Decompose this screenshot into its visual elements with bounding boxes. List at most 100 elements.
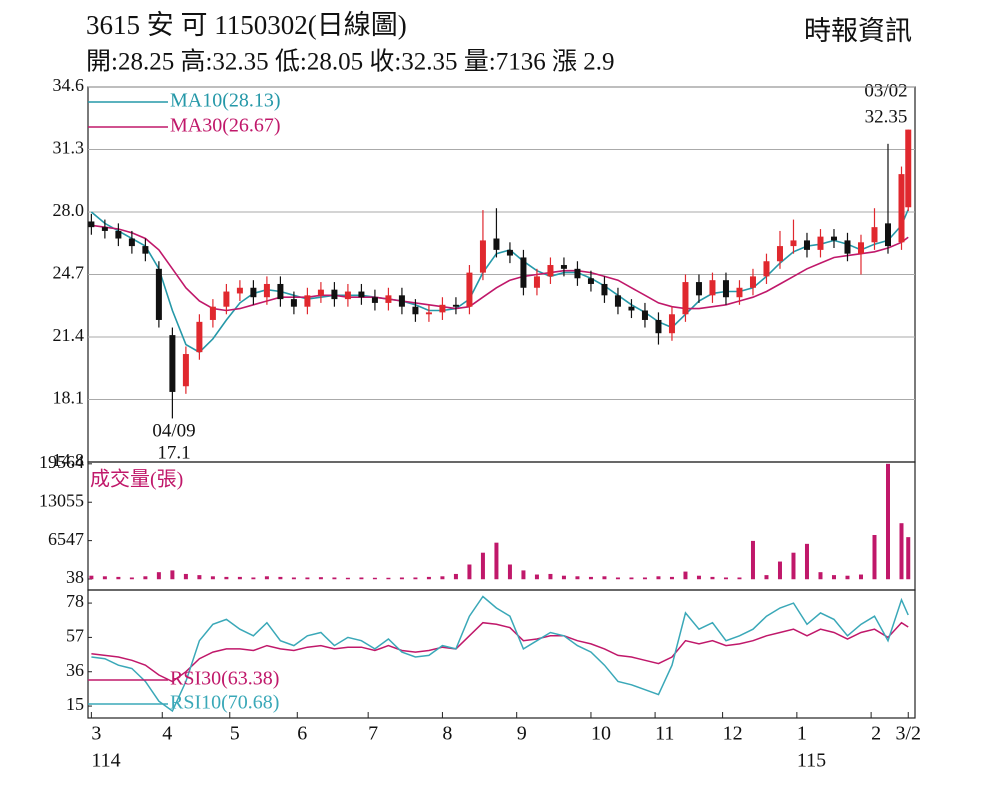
y-tick-label: 19564: [39, 452, 84, 472]
candle-body: [506, 249, 513, 256]
candle-body: [142, 246, 149, 254]
candle-body: [844, 240, 851, 254]
volume-bar: [858, 574, 863, 580]
candle-body: [250, 287, 257, 298]
volume-bar: [291, 577, 296, 580]
candle-body: [898, 174, 905, 243]
volume-bar: [494, 542, 499, 580]
volume-bar: [750, 540, 755, 580]
volume-bar: [804, 543, 809, 580]
volume-bar: [710, 576, 715, 580]
y-tick-label: 6547: [48, 529, 84, 549]
volume-bar: [818, 572, 823, 580]
y-tick-label: 31.3: [53, 138, 85, 158]
y-tick-label: 34.6: [53, 75, 85, 95]
source: 時報資訊: [804, 16, 912, 46]
volume-bar: [561, 575, 566, 580]
candle-body: [115, 230, 122, 239]
volume-bar: [129, 577, 134, 580]
volume-bar: [332, 577, 337, 580]
candle-body: [169, 335, 176, 392]
candle-body: [817, 236, 824, 250]
y-tick-label: 24.7: [53, 263, 85, 283]
volume-bar: [669, 576, 674, 580]
candle-body: [803, 240, 810, 250]
candle-body: [547, 265, 554, 277]
volume-bar: [264, 576, 269, 580]
y-tick-label: 15: [66, 694, 84, 714]
candle-body: [128, 238, 135, 247]
x-tick-label: 2: [871, 723, 881, 745]
volume-bar: [575, 576, 580, 580]
x-tick-label: 5: [230, 723, 240, 745]
candle-body: [776, 246, 783, 262]
volume-bar: [386, 577, 391, 580]
volume-bar: [156, 572, 161, 580]
volume-bar: [116, 576, 121, 580]
volume-bar: [453, 573, 458, 580]
x-tick-label: 3: [91, 723, 101, 745]
candle-body: [155, 268, 162, 320]
candle-body: [317, 289, 324, 296]
y-tick-label: 28.0: [53, 200, 85, 220]
volume-bar: [278, 576, 283, 580]
volume-bar: [906, 537, 911, 580]
candle-body: [101, 227, 108, 231]
volume-bar: [872, 535, 877, 580]
x-tick-label: 12: [723, 723, 743, 745]
candle-body: [412, 306, 419, 315]
volume-bar: [251, 577, 256, 580]
candle-body: [668, 314, 675, 334]
volume-bar: [413, 577, 418, 580]
y-tick-label: 78: [66, 591, 84, 611]
legend-label: MA30(26.67): [170, 115, 281, 137]
candle-body: [749, 276, 756, 288]
candle-body: [196, 321, 203, 353]
high-value: 32.35: [865, 106, 908, 127]
volume-bar: [588, 576, 593, 580]
volume-bar: [629, 577, 634, 580]
volume-bar: [224, 576, 229, 580]
candle-body: [682, 282, 689, 315]
x-tick-label: 7: [368, 723, 378, 745]
volume-bar: [696, 575, 701, 580]
y-tick-label: 57: [66, 626, 84, 646]
candle-body: [479, 240, 486, 273]
volume-bar: [534, 574, 539, 580]
candle-body: [88, 221, 95, 228]
candle-body: [425, 312, 432, 315]
volume-bar: [183, 573, 188, 580]
volume-bar: [615, 577, 620, 580]
volume-bar: [723, 577, 728, 580]
x-tick-label: 3/2: [895, 723, 921, 745]
candle-body: [290, 299, 297, 307]
candle-body: [520, 257, 527, 288]
volume-bar: [345, 577, 350, 580]
volume-bar: [777, 561, 782, 580]
ma-line: [91, 224, 909, 312]
candle-body: [182, 354, 189, 387]
volume-bar: [426, 576, 431, 580]
candle-body: [466, 272, 473, 307]
x-tick-label: 1: [797, 723, 807, 745]
volume-bar: [845, 575, 850, 580]
candle-body: [277, 283, 284, 300]
candle-body: [857, 242, 864, 254]
volume-bar: [831, 575, 836, 580]
chart-subtitle: 開:28.25 高:32.35 低:28.05 收:32.35 量:7136 漲…: [86, 48, 614, 76]
volume-bar: [237, 576, 242, 580]
x-tick-label: 4: [162, 723, 172, 745]
volume-bar: [359, 577, 364, 580]
volume-bar: [737, 577, 742, 580]
low-value: 17.1: [157, 442, 190, 463]
candle-body: [263, 283, 270, 298]
volume-title: 成交量(張): [90, 468, 183, 491]
volume-bar: [440, 576, 445, 580]
low-date: 04/09: [152, 420, 195, 441]
volume-bar: [899, 523, 904, 580]
x-tick-label: 9: [517, 723, 527, 745]
panel-frame: [87, 589, 916, 719]
x-tick-label: 10: [591, 723, 611, 745]
y-tick-label: 13055: [39, 490, 84, 510]
volume-bar: [210, 576, 215, 580]
